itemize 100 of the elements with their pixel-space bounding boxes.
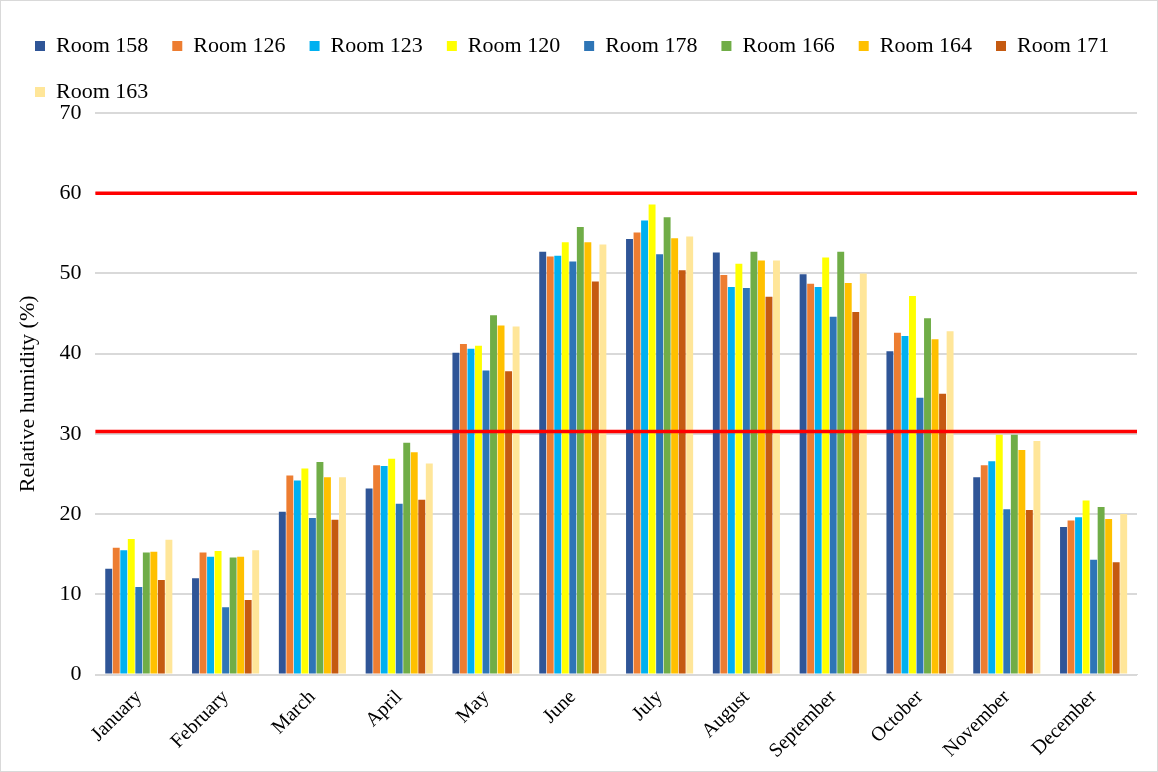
- bar: [365, 488, 373, 674]
- bar: [286, 475, 294, 674]
- bar: [988, 461, 996, 674]
- bar: [584, 242, 592, 674]
- bar: [1097, 506, 1105, 674]
- bar: [165, 539, 173, 674]
- bar: [807, 283, 815, 674]
- bar: [388, 458, 396, 674]
- bar: [467, 348, 475, 674]
- bar: [678, 270, 686, 674]
- bar: [939, 393, 947, 674]
- bar: [229, 557, 237, 674]
- bar: [859, 273, 867, 674]
- bar: [452, 352, 460, 674]
- bar: [301, 468, 309, 674]
- y-tick-label: 10: [59, 580, 82, 606]
- bar: [150, 551, 158, 674]
- bar: [561, 242, 569, 674]
- bar: [901, 336, 909, 674]
- legend-label: Room 164: [879, 31, 973, 57]
- bar: [293, 480, 301, 674]
- bar: [512, 326, 520, 674]
- legend-label: Room 158: [56, 31, 149, 57]
- bar: [576, 226, 584, 674]
- bar: [222, 607, 230, 674]
- bar: [1082, 500, 1090, 674]
- bar: [244, 599, 252, 674]
- x-tick-label: May: [451, 685, 494, 728]
- bar: [308, 518, 316, 674]
- y-tick-label: 50: [59, 259, 82, 285]
- bar: [735, 263, 743, 674]
- bar: [946, 331, 954, 674]
- bar: [980, 465, 988, 674]
- bar: [837, 251, 845, 674]
- bar: [1018, 449, 1026, 674]
- bar: [599, 244, 607, 674]
- bar: [316, 461, 324, 674]
- bar: [157, 579, 165, 674]
- bar: [1120, 514, 1128, 674]
- bar: [339, 477, 346, 674]
- bar: [554, 255, 562, 674]
- bar: [395, 503, 403, 674]
- bar: [418, 499, 426, 674]
- legend-label: Room 171: [1017, 31, 1110, 57]
- bar: [539, 251, 547, 674]
- y-axis-title: Relative humidity (%): [13, 295, 39, 493]
- bar: [1060, 526, 1067, 674]
- bar: [852, 311, 860, 674]
- bar: [822, 257, 830, 674]
- bar: [425, 463, 433, 674]
- y-tick-label: 0: [70, 660, 82, 686]
- bar: [1105, 518, 1113, 674]
- bar: [1003, 509, 1011, 674]
- legend-label: Room 120: [467, 31, 561, 57]
- bar: [410, 452, 418, 674]
- bar: [727, 287, 735, 674]
- bar: [909, 295, 916, 674]
- bar: [497, 325, 505, 674]
- bar: [742, 287, 750, 674]
- bar: [192, 578, 199, 674]
- bar: [569, 261, 577, 674]
- bar: [1025, 510, 1033, 674]
- y-tick-label: 30: [59, 419, 82, 445]
- y-tick-label: 60: [59, 179, 82, 204]
- bar: [127, 538, 135, 674]
- bar: [995, 434, 1003, 674]
- bar: [924, 318, 931, 674]
- x-tick-label: June: [537, 684, 580, 727]
- bar: [626, 238, 633, 674]
- bar: [380, 465, 388, 674]
- bar: [844, 283, 852, 674]
- bar: [893, 332, 901, 674]
- bar: [1112, 562, 1120, 674]
- bar: [773, 260, 780, 674]
- bar: [546, 256, 554, 674]
- x-tick-label: July: [627, 685, 667, 725]
- bar: [973, 477, 981, 674]
- bar: [648, 204, 656, 674]
- legend-label: Room 166: [742, 31, 835, 57]
- bar: [663, 217, 671, 674]
- bar: [214, 551, 222, 674]
- bar: [814, 287, 822, 674]
- bar: [750, 251, 758, 674]
- bar: [886, 351, 894, 674]
- bar: [720, 275, 728, 674]
- legend-label: Room 123: [330, 31, 423, 57]
- bar: [757, 260, 765, 674]
- bar: [671, 238, 679, 674]
- bar: [112, 547, 120, 674]
- bar: [686, 236, 694, 674]
- bar: [120, 550, 128, 674]
- bar: [459, 344, 467, 674]
- bar: [323, 477, 331, 674]
- bar: [373, 465, 381, 674]
- bar: [135, 587, 143, 674]
- bar: [237, 556, 245, 674]
- bar: [475, 345, 482, 674]
- bar: [505, 371, 513, 674]
- bar: [252, 550, 260, 674]
- bar: [1090, 559, 1098, 674]
